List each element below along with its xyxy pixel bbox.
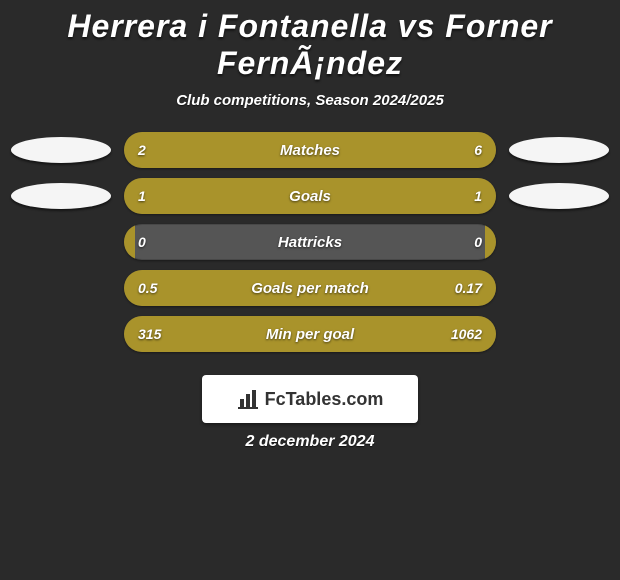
footer-logo-text: FcTables.com (265, 389, 384, 410)
left-avatar-slot (6, 136, 116, 164)
bar-segment-left (124, 316, 210, 352)
bar-track (124, 316, 496, 352)
stat-row: 0Hattricks0 (0, 219, 620, 265)
stat-row: 1Goals1 (0, 173, 620, 219)
footer-logo[interactable]: FcTables.com (202, 375, 418, 423)
right-avatar-slot (504, 136, 614, 164)
date-label: 2 december 2024 (0, 433, 620, 451)
bar-segment-right (403, 270, 496, 306)
bar-segment-right (485, 224, 496, 260)
bar-chart-icon (237, 389, 259, 409)
stat-row: 0.5Goals per match0.17 (0, 265, 620, 311)
player-avatar-placeholder (509, 137, 609, 163)
bar-track (124, 270, 496, 306)
stats-container: 2Matches6 1Goals1 0Hattricks0 0.5Goals per … (0, 127, 620, 357)
player-avatar-placeholder (509, 183, 609, 209)
left-avatar-slot (6, 228, 116, 256)
left-avatar-slot (6, 182, 116, 210)
right-avatar-slot (504, 228, 614, 256)
stat-bar: 0.5Goals per match0.17 (124, 270, 496, 306)
bar-segment-left (124, 270, 403, 306)
player-avatar-placeholder (11, 137, 111, 163)
right-avatar-slot (504, 274, 614, 302)
stat-row: 315Min per goal1062 (0, 311, 620, 357)
right-avatar-slot (504, 320, 614, 348)
bar-segment-left (124, 132, 217, 168)
left-avatar-slot (6, 320, 116, 348)
stat-bar: 0Hattricks0 (124, 224, 496, 260)
bar-track (124, 178, 496, 214)
subtitle: Club competitions, Season 2024/2025 (0, 86, 620, 127)
bar-segment-right (310, 178, 496, 214)
stat-bar: 1Goals1 (124, 178, 496, 214)
stat-row: 2Matches6 (0, 127, 620, 173)
page-title: Herrera i Fontanella vs Forner FernÃ¡nde… (0, 0, 620, 86)
right-avatar-slot (504, 182, 614, 210)
stat-bar: 2Matches6 (124, 132, 496, 168)
bar-segment-right (217, 132, 496, 168)
bar-track (124, 224, 496, 260)
bar-segment-left (124, 178, 310, 214)
left-avatar-slot (6, 274, 116, 302)
player-avatar-placeholder (11, 183, 111, 209)
bar-segment-left (124, 224, 135, 260)
stat-bar: 315Min per goal1062 (124, 316, 496, 352)
bar-track (124, 132, 496, 168)
bar-segment-right (210, 316, 496, 352)
